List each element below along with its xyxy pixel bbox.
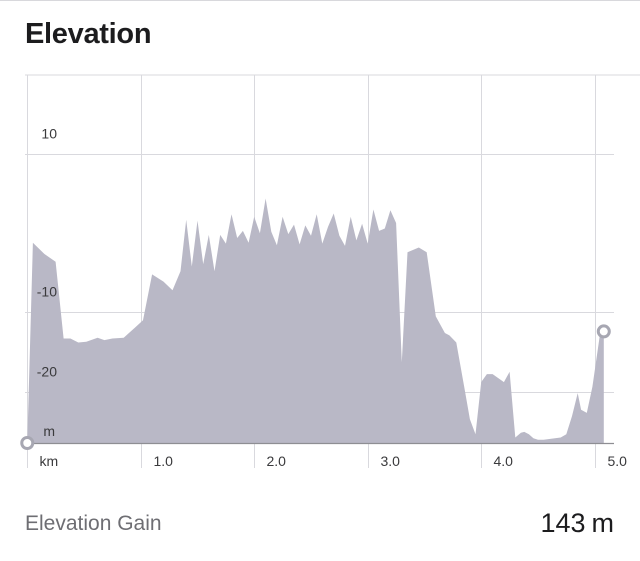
chart-markers — [20, 324, 611, 450]
top-divider — [0, 0, 640, 1]
y-tick-label: 10 — [41, 126, 57, 142]
elevation-gain-number: 143 — [540, 508, 586, 538]
elevation-gain-value: 143 m — [540, 508, 614, 539]
x-tick-label: 4.0 — [494, 453, 514, 469]
elevation-chart: km 1.0 2.0 3.0 4.0 5.0 10 -10 -20 m — [20, 74, 640, 470]
start-point-marker — [20, 436, 35, 450]
elevation-gain-label: Elevation Gain — [25, 512, 162, 535]
x-tick-label: 5.0 — [608, 453, 628, 469]
chart-labels: km 1.0 2.0 3.0 4.0 5.0 10 -10 -20 m — [37, 126, 627, 470]
page-title: Elevation — [25, 18, 152, 50]
y-tick-label: -20 — [37, 364, 57, 380]
x-tick-label: 1.0 — [154, 453, 174, 469]
y-tick-label: -10 — [37, 284, 57, 300]
x-tick-label: km — [40, 453, 59, 469]
elevation-area — [27, 198, 604, 443]
end-point-marker — [596, 324, 611, 339]
elevation-gain-unit: m — [591, 508, 615, 538]
x-tick-label: 2.0 — [267, 453, 287, 469]
y-unit-label: m — [43, 423, 55, 439]
x-tick-label: 3.0 — [381, 453, 401, 469]
